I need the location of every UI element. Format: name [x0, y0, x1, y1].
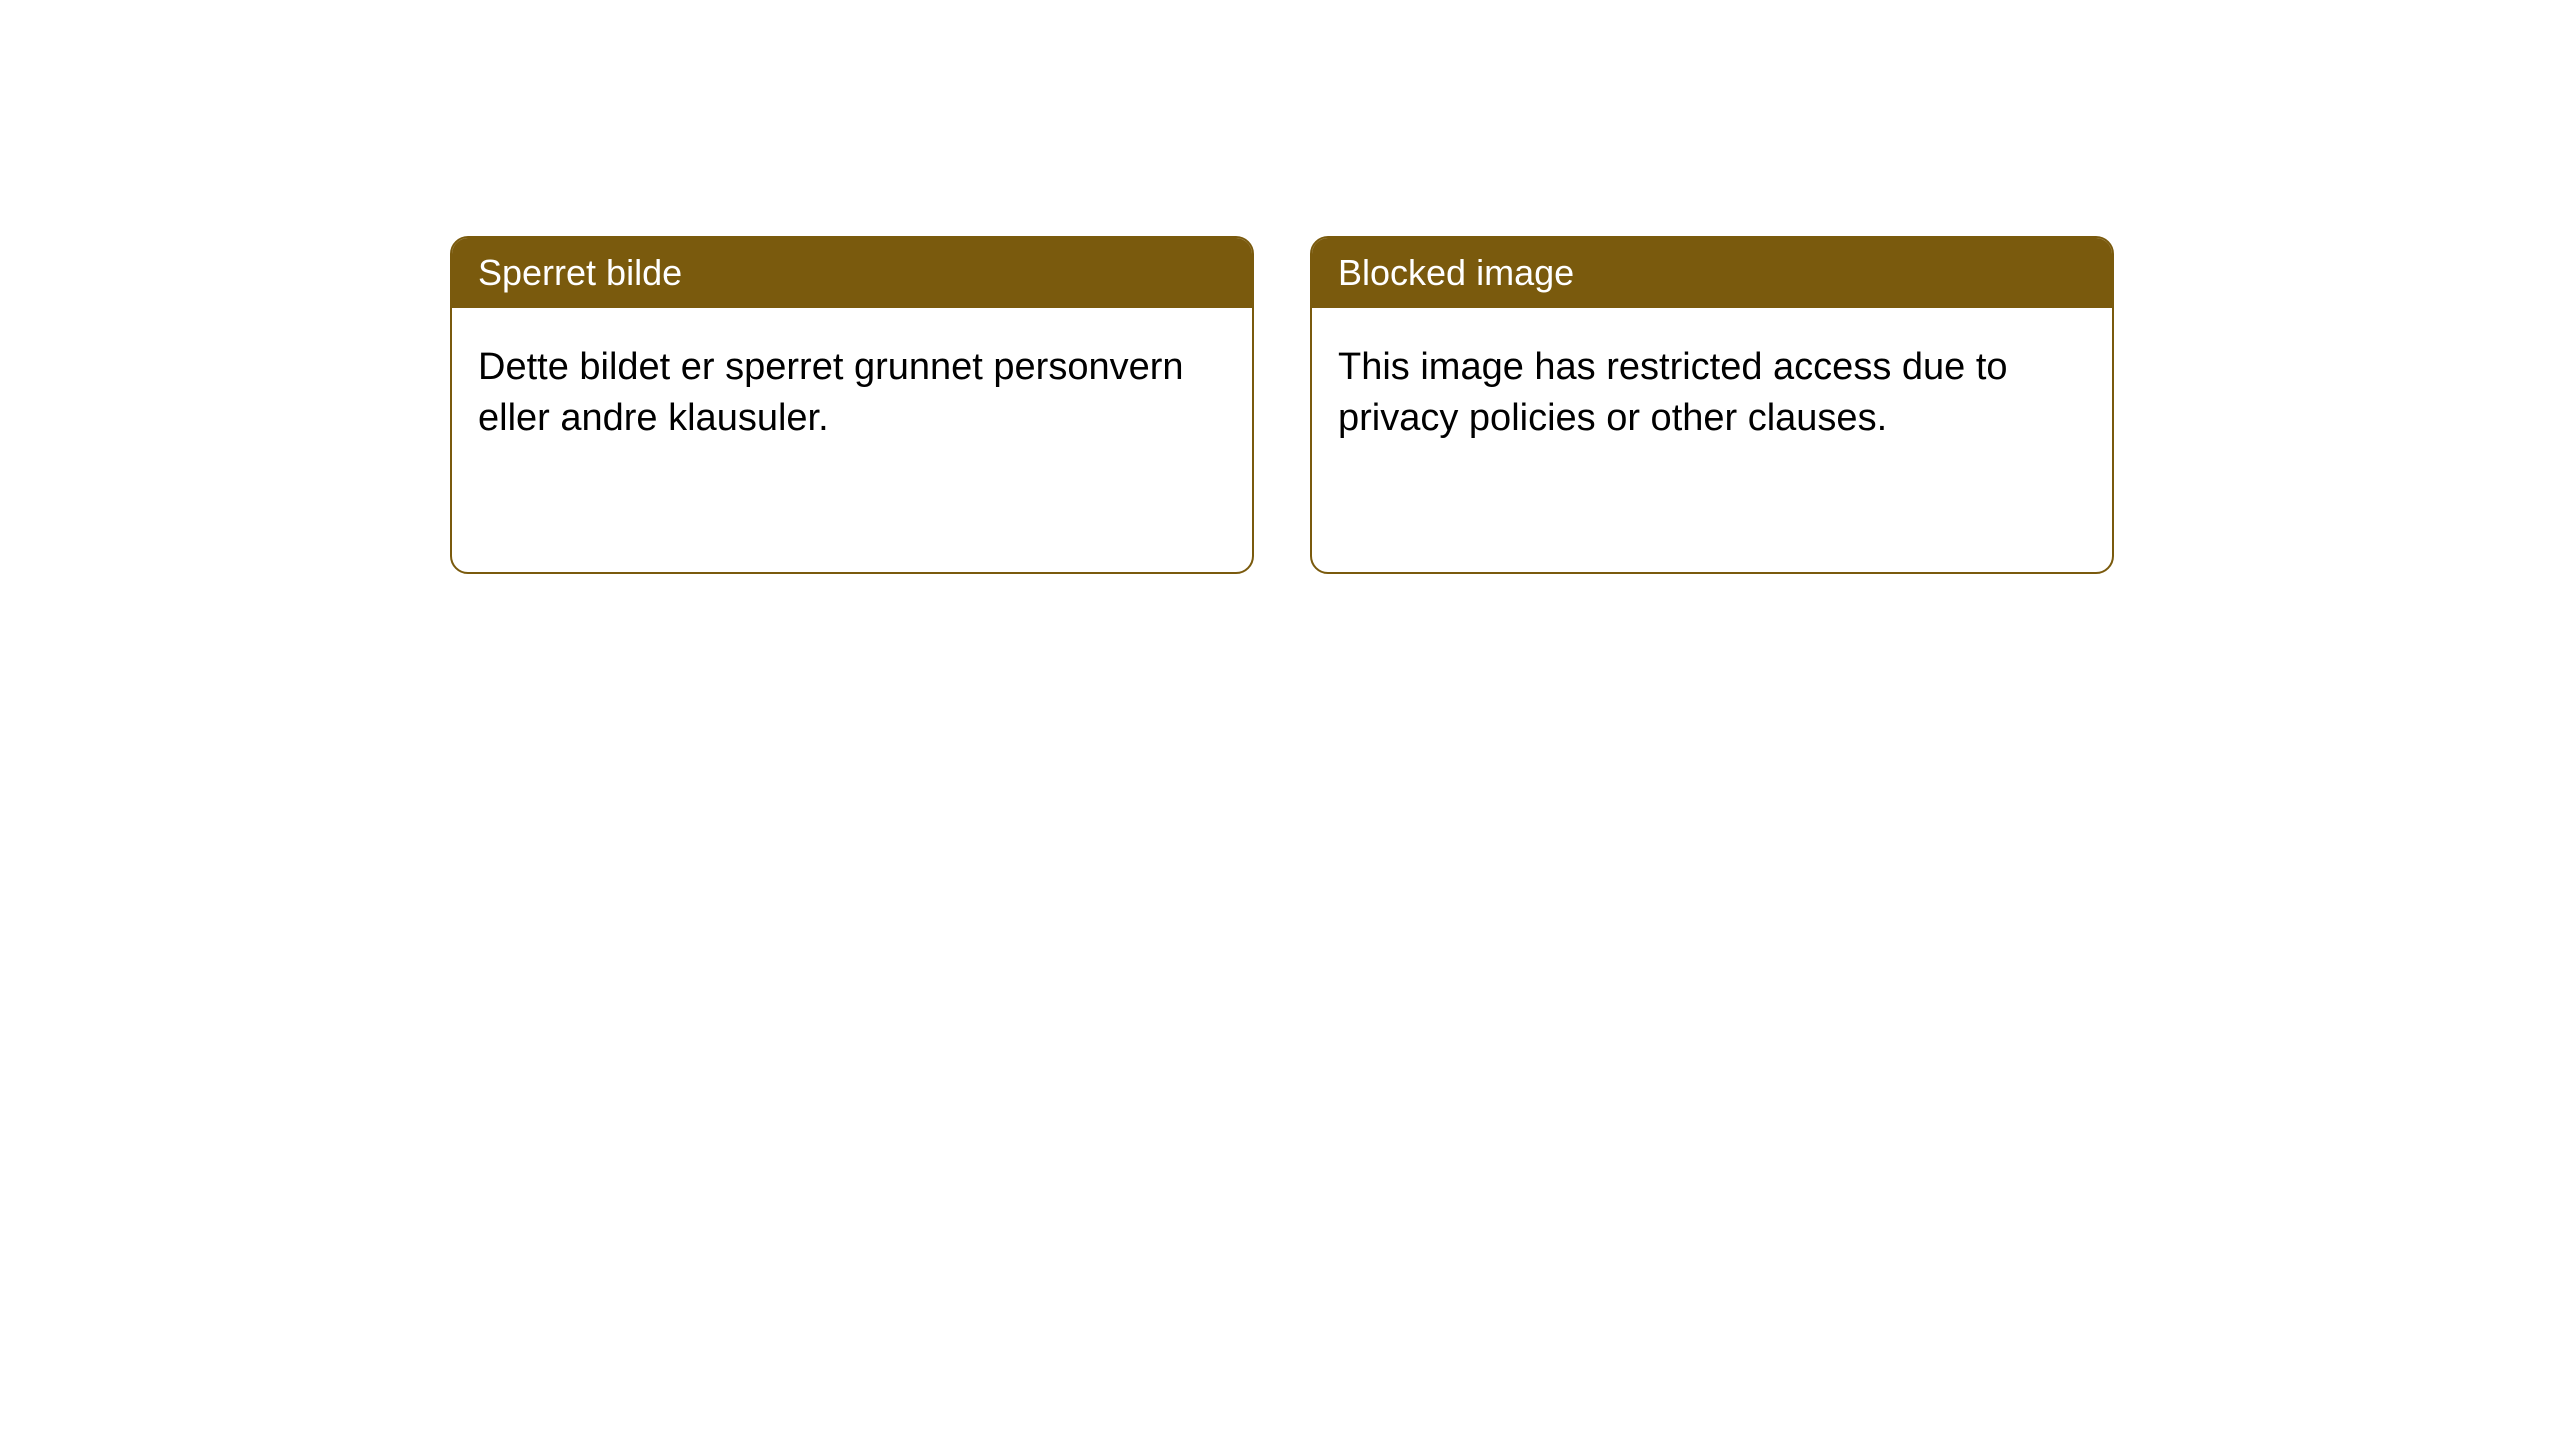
- notice-box-norwegian: Sperret bilde Dette bildet er sperret gr…: [450, 236, 1254, 574]
- notice-body-text: This image has restricted access due to …: [1338, 346, 2008, 439]
- notice-body: This image has restricted access due to …: [1312, 308, 2112, 479]
- notice-body: Dette bildet er sperret grunnet personve…: [452, 308, 1252, 479]
- notice-title: Sperret bilde: [478, 252, 682, 293]
- notice-box-english: Blocked image This image has restricted …: [1310, 236, 2114, 574]
- notice-container: Sperret bilde Dette bildet er sperret gr…: [450, 236, 2114, 574]
- notice-body-text: Dette bildet er sperret grunnet personve…: [478, 346, 1184, 439]
- notice-title: Blocked image: [1338, 252, 1574, 293]
- notice-header: Blocked image: [1312, 238, 2112, 308]
- notice-header: Sperret bilde: [452, 238, 1252, 308]
